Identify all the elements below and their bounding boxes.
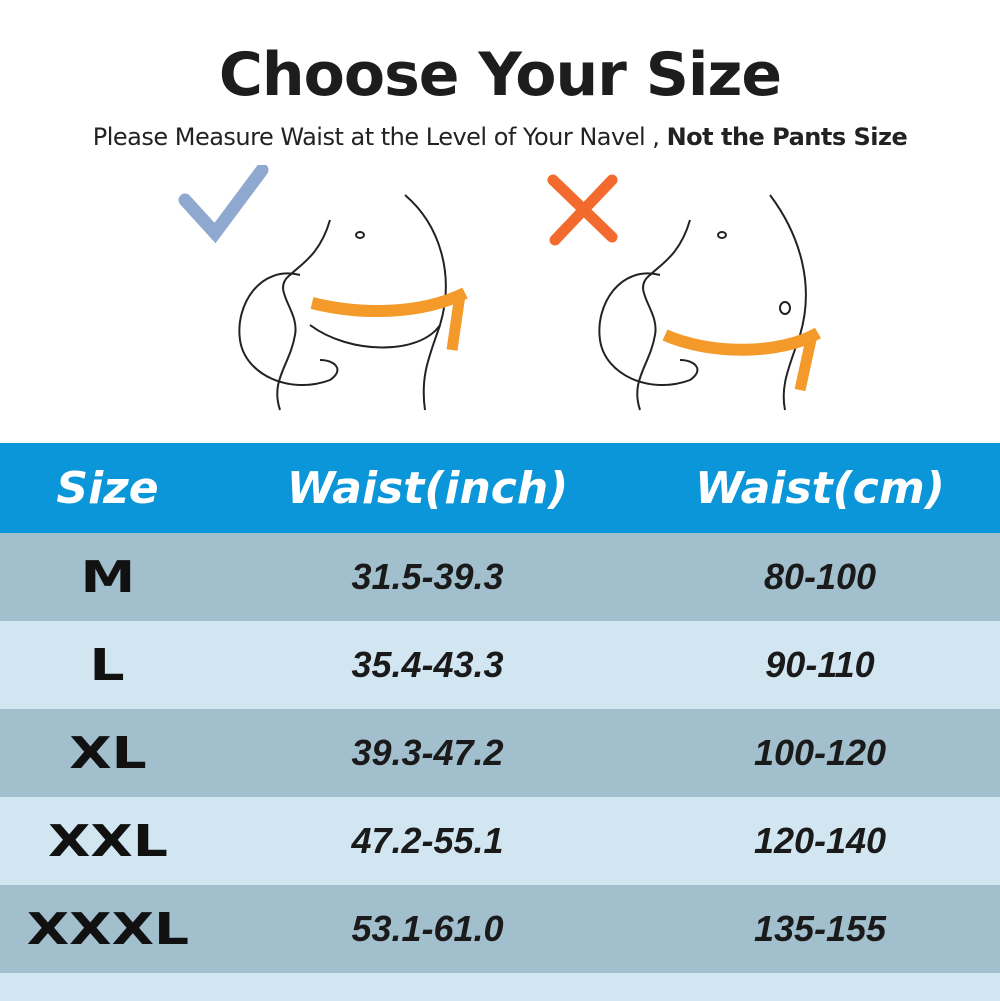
waist-cm-cell: 80-100 <box>763 556 877 597</box>
waist-cm-cell: 120-140 <box>753 820 887 861</box>
subtitle-instruction: Please Measure Waist at the Level of You… <box>92 123 660 151</box>
waist-cm-cell: 90-110 <box>765 644 875 685</box>
size-cell: L <box>89 639 126 691</box>
table-footer-band <box>0 973 1000 1001</box>
size-cell: XXXL <box>26 903 189 955</box>
table-row: M 31.5-39.3 80-100 <box>0 533 1000 621</box>
waist-inch-cell: 53.1-61.0 <box>351 908 504 949</box>
tape-measure-wrong <box>662 327 822 392</box>
table-row: XXL 47.2-55.1 120-140 <box>0 797 1000 885</box>
table-header: Size Waist(inch) Waist(cm) <box>0 443 1000 533</box>
column-header-size: Size <box>56 462 159 514</box>
waist-inch-cell: 35.4-43.3 <box>351 644 504 685</box>
measurement-illustration <box>178 165 822 411</box>
tape-measure-correct <box>310 287 468 351</box>
waist-inch-cell: 31.5-39.3 <box>351 556 504 597</box>
page-title: Choose Your Size <box>218 40 782 110</box>
column-header-waist-cm: Waist(cm) <box>695 462 945 514</box>
size-cell: XXL <box>47 815 168 867</box>
wrong-body-figure <box>598 194 807 411</box>
table-row: XXXL 53.1-61.0 135-155 <box>0 885 1000 973</box>
size-cell: XL <box>68 727 147 779</box>
x-icon <box>547 174 618 246</box>
size-chart-table: Size Waist(inch) Waist(cm) M 31.5-39.3 8… <box>0 443 1000 1001</box>
waist-cm-cell: 135-155 <box>753 908 887 949</box>
size-cell: M <box>80 551 135 603</box>
table-row: XL 39.3-47.2 100-120 <box>0 709 1000 797</box>
table-row: L 35.4-43.3 90-110 <box>0 621 1000 709</box>
waist-inch-cell: 47.2-55.1 <box>351 820 504 861</box>
correct-body-figure <box>238 194 447 411</box>
subtitle-emphasis: Not the Pants Size <box>666 123 908 151</box>
column-header-waist-inch: Waist(inch) <box>286 462 569 514</box>
check-icon <box>178 165 269 244</box>
waist-cm-cell: 100-120 <box>753 732 887 773</box>
page-subtitle: Please Measure Waist at the Level of You… <box>0 123 1000 151</box>
waist-inch-cell: 39.3-47.2 <box>351 732 504 773</box>
